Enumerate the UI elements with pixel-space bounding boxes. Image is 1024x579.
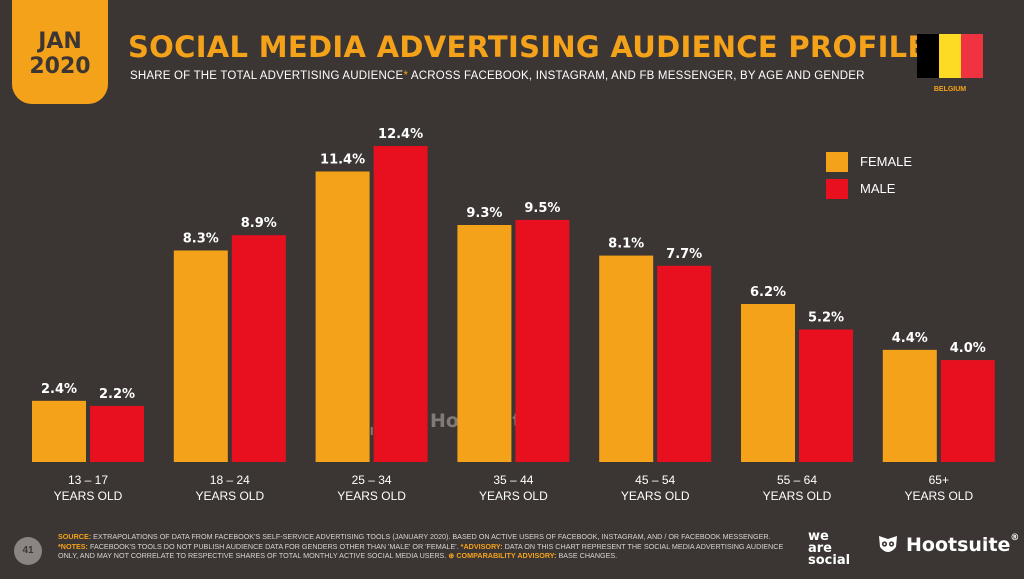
bar-female-4 <box>457 225 512 462</box>
x-tick-label-3: 25 – 34 <box>352 473 392 487</box>
we-are-social-logo: we are social <box>808 529 851 568</box>
x-tick-label-6: 55 – 64 <box>777 473 817 487</box>
notes-label: *NOTES: <box>58 541 88 551</box>
legend-label-male: MALE <box>860 181 896 196</box>
flag-stripe-yellow <box>939 34 961 78</box>
data-label-female-3: 11.4% <box>320 152 365 167</box>
subtitle-post: ACROSS FACEBOOK, INSTAGRAM, AND FB MESSE… <box>408 70 865 82</box>
date-month: JAN <box>38 29 82 54</box>
bar-male-4 <box>515 219 570 462</box>
x-tick-sublabel-3: YEARS OLD <box>337 489 406 503</box>
source-text: EXTRAPOLATIONS OF DATA FROM FACEBOOK'S S… <box>91 532 771 541</box>
page-title: SOCIAL MEDIA ADVERTISING AUDIENCE PROFIL… <box>128 30 928 64</box>
source-label: SOURCE: <box>58 532 92 541</box>
advisory-text: DATA ON THIS CHART REPRESENT THE SOCIAL … <box>58 541 784 561</box>
data-label-female-2: 8.3% <box>183 231 219 246</box>
bar-female-5 <box>599 255 654 462</box>
x-tick-sublabel-4: YEARS OLD <box>479 489 548 503</box>
x-tick-sublabel-5: YEARS OLD <box>621 489 690 503</box>
x-tick-sublabel-1: YEARS OLD <box>54 489 123 503</box>
x-tick-label-4: 35 – 44 <box>493 473 533 487</box>
page-number: 41 <box>14 537 42 565</box>
x-tick-label-2: 18 – 24 <box>210 473 250 487</box>
bar-female-1 <box>32 400 86 462</box>
page-subtitle: SHARE OF THE TOTAL ADVERTISING AUDIENCE*… <box>130 70 865 82</box>
date-year: 2020 <box>29 54 91 79</box>
was-line-1: we <box>808 529 829 544</box>
data-label-female-7: 4.4% <box>892 331 928 346</box>
subtitle-pre: SHARE OF THE TOTAL ADVERTISING AUDIENCE <box>130 70 404 82</box>
chart-legend: FEMALE MALE <box>826 148 912 202</box>
was-line-3: social <box>808 553 851 568</box>
bar-female-3 <box>315 171 370 462</box>
bar-female-2 <box>173 250 228 462</box>
data-label-male-4: 9.5% <box>524 201 560 216</box>
legend-item-female: FEMALE <box>826 148 912 175</box>
data-label-male-2: 8.9% <box>241 216 277 231</box>
bar-male-1 <box>90 405 144 462</box>
date-tab: JAN 2020 <box>12 0 108 104</box>
legend-label-female: FEMALE <box>860 154 913 169</box>
bar-male-6 <box>799 329 853 462</box>
data-label-male-6: 5.2% <box>808 310 844 325</box>
data-label-male-3: 12.4% <box>378 127 423 142</box>
bar-female-7 <box>882 349 937 462</box>
footnote: SOURCE: EXTRAPOLATIONS OF DATA FROM FACE… <box>58 532 793 561</box>
data-label-female-1: 2.4% <box>41 382 77 397</box>
legend-item-male: MALE <box>826 175 912 202</box>
data-label-female-4: 9.3% <box>466 206 502 221</box>
x-tick-sublabel-6: YEARS OLD <box>763 489 832 503</box>
x-tick-label-1: 13 – 17 <box>68 473 108 487</box>
data-label-male-7: 4.0% <box>950 341 986 356</box>
flag-stripe-black <box>917 34 939 78</box>
x-tick-sublabel-2: YEARS OLD <box>195 489 264 503</box>
subtitle-asterisk: * <box>403 70 409 82</box>
legend-swatch-female <box>826 151 848 172</box>
data-label-male-5: 7.7% <box>666 247 702 262</box>
hootsuite-logo: Hootsuite ® <box>876 533 1019 557</box>
advisory-label: *ADVISORY: <box>460 541 503 551</box>
belgium-flag-icon <box>917 34 983 78</box>
x-tick-sublabel-7: YEARS OLD <box>904 489 973 503</box>
flag-stripe-red <box>961 34 983 78</box>
data-label-male-1: 2.2% <box>99 387 135 402</box>
bar-male-2 <box>231 235 286 462</box>
data-label-female-5: 8.1% <box>608 237 644 252</box>
comparability-text: BASE CHANGES. <box>556 551 618 560</box>
bar-male-5 <box>657 265 712 462</box>
comparability-label: ⊕ COMPARABILITY ADVISORY: <box>448 551 557 560</box>
x-tick-label-7: 65+ <box>929 473 949 487</box>
hootsuite-wordmark: Hootsuite <box>906 534 1011 556</box>
hootsuite-registered-mark: ® <box>1010 533 1020 543</box>
bar-male-3 <box>373 146 428 462</box>
data-label-female-6: 6.2% <box>750 285 786 300</box>
bar-female-6 <box>741 304 795 462</box>
x-tick-label-5: 45 – 54 <box>635 473 675 487</box>
bar-male-7 <box>940 360 995 462</box>
notes-text: FACEBOOK'S TOOLS DO NOT PUBLISH AUDIENCE… <box>87 541 461 551</box>
legend-swatch-male <box>826 178 848 199</box>
owl-icon <box>879 536 897 552</box>
was-line-2: are <box>808 541 833 556</box>
country-label: BELGIUM <box>933 86 967 93</box>
